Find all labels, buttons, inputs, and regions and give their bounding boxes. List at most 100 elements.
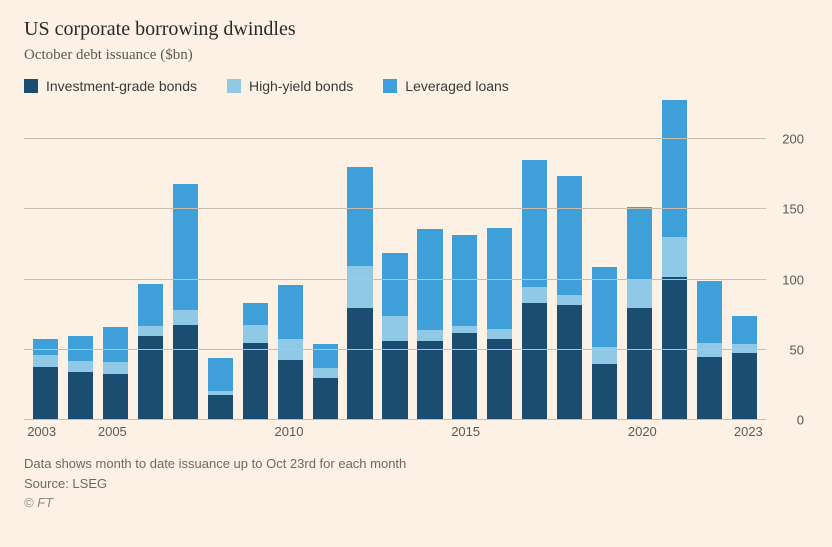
bar-stack — [313, 344, 338, 420]
bar-segment-hy — [347, 266, 372, 308]
bar-segment-hy — [662, 237, 687, 276]
bar-segment-ig — [103, 374, 128, 420]
bar-segment-hy — [138, 326, 163, 336]
bar-segment-ig — [697, 357, 722, 420]
bar-segment-ig — [347, 308, 372, 420]
bar-stack — [487, 228, 512, 420]
bar-column — [28, 104, 63, 420]
bar-column — [308, 104, 343, 420]
bar-segment-ll — [243, 303, 268, 324]
bar-stack — [627, 207, 652, 420]
legend-swatch — [383, 79, 397, 93]
bar-column — [378, 104, 413, 420]
bar-segment-ll — [313, 344, 338, 368]
legend-label: Leveraged loans — [405, 78, 509, 94]
gridline — [24, 349, 766, 350]
bar-column — [343, 104, 378, 420]
bar-stack — [103, 327, 128, 420]
bar-column — [412, 104, 447, 420]
bar-segment-hy — [452, 326, 477, 333]
bar-column — [133, 104, 168, 420]
bar-segment-ll — [173, 184, 198, 310]
bar-segment-hy — [33, 355, 58, 366]
bar-segment-ig — [278, 360, 303, 420]
legend-item: Investment-grade bonds — [24, 78, 197, 94]
bar-segment-ig — [417, 341, 442, 420]
bar-stack — [417, 229, 442, 420]
bar-stack — [592, 267, 617, 420]
bar-segment-ig — [627, 308, 652, 420]
bar-segment-hy — [173, 310, 198, 324]
bar-column — [482, 104, 517, 420]
bar-column — [517, 104, 552, 420]
bar-segment-ll — [697, 281, 722, 343]
bar-stack — [732, 316, 757, 420]
bar-segment-ll — [627, 207, 652, 280]
x-tick-label: 2015 — [451, 424, 480, 439]
gridline — [24, 138, 766, 139]
bar-segment-ll — [662, 100, 687, 238]
bar-segment-hy — [697, 343, 722, 357]
bar-column — [98, 104, 133, 420]
bar-stack — [452, 235, 477, 420]
bar-segment-ig — [173, 325, 198, 421]
bar-segment-ll — [138, 284, 163, 326]
bar-segment-hy — [417, 330, 442, 341]
bar-segment-ig — [382, 341, 407, 420]
bar-stack — [557, 176, 582, 420]
y-tick-label: 50 — [790, 342, 804, 357]
bar-column — [727, 104, 762, 420]
bar-segment-ll — [452, 235, 477, 326]
x-tick-label: 2005 — [98, 424, 127, 439]
bar-segment-ll — [347, 167, 372, 265]
x-tick-label: 2003 — [27, 424, 56, 439]
footer-source: Source: LSEG — [24, 474, 808, 494]
bar-segment-ig — [557, 305, 582, 420]
bar-stack — [522, 160, 547, 420]
bar-stack — [173, 184, 198, 420]
chart-title: US corporate borrowing dwindles — [24, 18, 808, 41]
bar-segment-hy — [243, 325, 268, 343]
y-tick-label: 100 — [782, 272, 804, 287]
bar-segment-ig — [487, 339, 512, 420]
bar-column — [552, 104, 587, 420]
bar-segment-ig — [243, 343, 268, 420]
bar-segment-ll — [33, 339, 58, 356]
bar-column — [273, 104, 308, 420]
x-tick-label: 2010 — [275, 424, 304, 439]
legend-label: High-yield bonds — [249, 78, 353, 94]
x-tick-label: 2020 — [628, 424, 657, 439]
y-tick-label: 0 — [797, 413, 804, 428]
legend-swatch — [24, 79, 38, 93]
legend-item: Leveraged loans — [383, 78, 509, 94]
bar-segment-hy — [382, 316, 407, 341]
bar-column — [587, 104, 622, 420]
bar-segment-hy — [627, 280, 652, 308]
legend-label: Investment-grade bonds — [46, 78, 197, 94]
bar-column — [447, 104, 482, 420]
bar-segment-hy — [68, 361, 93, 372]
bar-segment-hy — [557, 295, 582, 305]
bar-segment-ig — [592, 364, 617, 420]
bar-segment-ll — [557, 176, 582, 295]
plot-area: 050100150200 — [24, 104, 766, 420]
bar-segment-ig — [33, 367, 58, 420]
bar-segment-ll — [382, 253, 407, 316]
gridline — [24, 208, 766, 209]
bar-column — [657, 104, 692, 420]
bar-segment-ig — [522, 303, 547, 420]
bar-segment-ll — [522, 160, 547, 286]
chart: 050100150200 200320052010201520202023 — [24, 104, 808, 444]
bar-segment-ig — [208, 395, 233, 420]
bar-column — [168, 104, 203, 420]
bar-stack — [662, 100, 687, 420]
bar-segment-hy — [313, 368, 338, 378]
bar-stack — [208, 358, 233, 420]
bar-stack — [278, 285, 303, 420]
y-tick-label: 200 — [782, 132, 804, 147]
gridline — [24, 279, 766, 280]
bar-segment-ll — [278, 285, 303, 338]
footer-note: Data shows month to date issuance up to … — [24, 454, 808, 474]
bars-container — [24, 104, 766, 420]
y-tick-label: 150 — [782, 202, 804, 217]
